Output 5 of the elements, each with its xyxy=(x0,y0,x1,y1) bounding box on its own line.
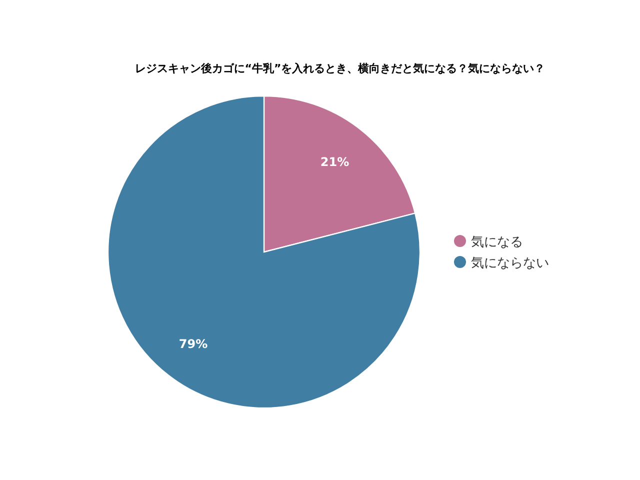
data-label: 79% xyxy=(178,337,208,352)
chart-title: レジスキャン後カゴに“牛乳”を入れるとき、横向きだと気になる？気にならない？ xyxy=(134,62,546,75)
legend-label: 気になる xyxy=(471,235,523,250)
data-label: 21% xyxy=(320,154,350,169)
legend-label: 気にならない xyxy=(471,256,549,271)
